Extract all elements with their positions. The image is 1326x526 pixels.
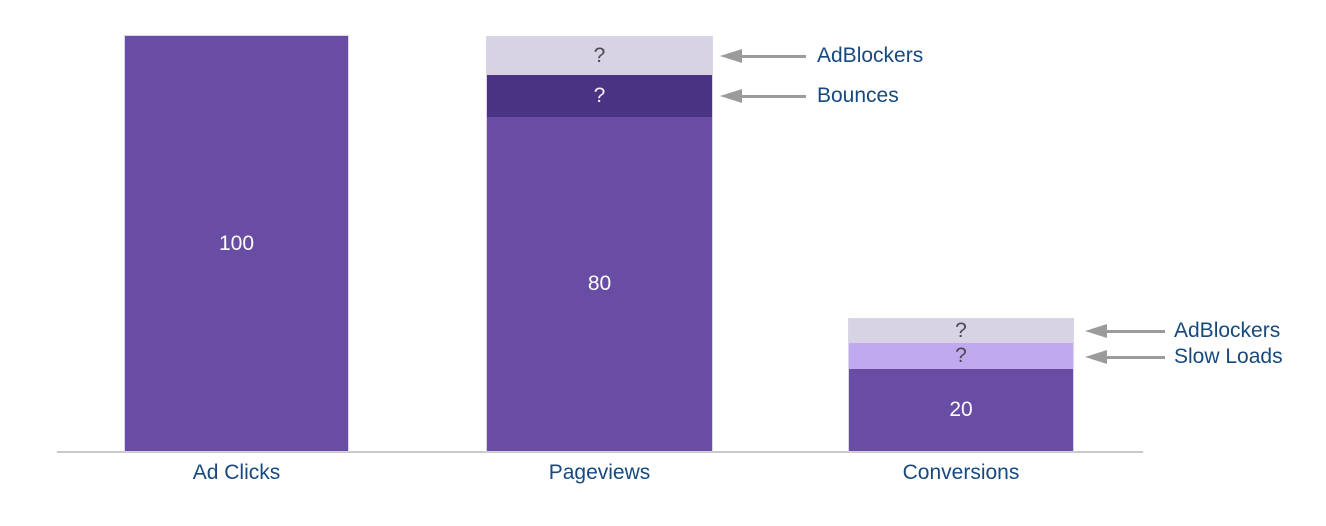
bar-pageviews: ? ? 80 <box>486 36 713 452</box>
annotation-label: AdBlockers <box>1174 319 1281 342</box>
arrow-left-icon <box>720 89 742 103</box>
annotation-conversions-adblockers: AdBlockers <box>1085 319 1280 343</box>
segment-conversions-slow-loads: ? <box>849 343 1073 369</box>
segment-value-label: ? <box>593 44 606 67</box>
annotation-label: Slow Loads <box>1174 345 1283 368</box>
segment-value-label: 80 <box>587 272 612 295</box>
annotation-label: AdBlockers <box>817 44 924 67</box>
annotation-pageviews-adblockers: AdBlockers <box>720 44 923 68</box>
arrow-line <box>1107 329 1165 333</box>
segment-pageviews-adblockers: ? <box>487 37 712 75</box>
annotation-label: Bounces <box>817 84 899 107</box>
segment-conversions: 20 <box>849 369 1073 451</box>
segment-value-label: 20 <box>949 398 973 421</box>
bar-ad-clicks: 100 <box>124 35 349 452</box>
category-label-ad-clicks: Ad Clicks <box>192 461 281 484</box>
arrow-line <box>742 94 806 98</box>
arrow-line <box>742 54 806 58</box>
category-label-conversions: Conversions <box>902 461 1020 484</box>
annotation-conversions-slow-loads: Slow Loads <box>1085 345 1283 369</box>
arrow-line <box>1107 355 1165 359</box>
segment-pageviews: 80 <box>487 117 712 451</box>
arrow-left-icon <box>1085 324 1107 338</box>
segment-value-label: 100 <box>218 231 255 255</box>
segment-value-label: ? <box>955 344 967 367</box>
segment-ad-clicks: 100 <box>125 36 348 451</box>
annotation-pageviews-bounces: Bounces <box>720 84 899 108</box>
segment-pageviews-bounces: ? <box>487 75 712 117</box>
segment-value-label: ? <box>593 84 606 107</box>
segment-value-label: ? <box>955 319 967 342</box>
bar-conversions: ? ? 20 <box>848 318 1074 452</box>
segment-conversions-adblockers: ? <box>849 319 1073 343</box>
arrow-left-icon <box>720 49 742 63</box>
arrow-left-icon <box>1085 350 1107 364</box>
x-axis-line <box>57 451 1143 453</box>
category-label-pageviews: Pageviews <box>548 461 651 484</box>
